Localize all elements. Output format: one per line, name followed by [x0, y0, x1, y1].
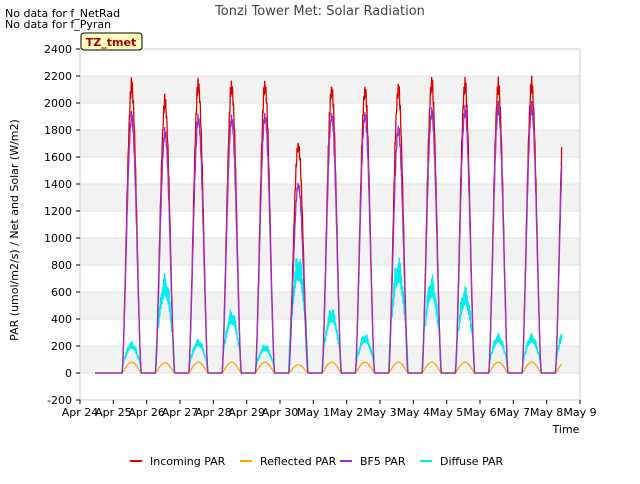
legend-label: Reflected PAR: [260, 455, 337, 468]
x-tick-label: Apr 26: [128, 406, 165, 419]
x-tick-label: Apr 25: [95, 406, 132, 419]
x-tick-label: May 5: [430, 406, 463, 419]
plot-frame: [79, 48, 581, 401]
y-tick-label: 1000: [44, 232, 72, 245]
x-tick-label: May 2: [330, 406, 363, 419]
x-tick-label: May 1: [297, 406, 330, 419]
y-tick-label: 1800: [44, 124, 72, 137]
x-axis-label: Time: [552, 423, 580, 436]
y-tick-label: 1200: [44, 205, 72, 218]
x-tick-label: Apr 24: [62, 406, 99, 419]
x-tick-label: Apr 30: [262, 406, 299, 419]
no-data-note-pyran: No data for f_Pyran: [5, 18, 112, 31]
y-tick-label: 600: [51, 286, 72, 299]
y-tick-label: 2000: [44, 97, 72, 110]
y-tick-label: 200: [51, 340, 72, 353]
y-tick-label: 0: [65, 367, 72, 380]
x-tick-label: May 7: [497, 406, 530, 419]
x-tick-label: Apr 28: [195, 406, 232, 419]
legend-item: Diffuse PAR: [420, 455, 504, 468]
chart-title: Tonzi Tower Met: Solar Radiation: [214, 4, 425, 19]
legend-label: BF5 PAR: [360, 455, 406, 468]
tag-box: [80, 32, 143, 51]
legend-label: Incoming PAR: [150, 455, 226, 468]
y-tick-label: 800: [51, 259, 72, 272]
x-tick-label: May 6: [463, 406, 496, 419]
legend-item: Incoming PAR: [130, 455, 226, 468]
legend-item: BF5 PAR: [340, 455, 406, 468]
y-axis-ticks: -200 0 200 400 600 800 1000 1200 1400 1600 1800 200…: [44, 43, 80, 407]
x-tick-label: May 8: [530, 406, 563, 419]
grid-band: [80, 238, 580, 265]
x-tick-label: Apr 29: [228, 406, 265, 419]
x-tick-label: May 4: [397, 406, 430, 419]
legend-label: Diffuse PAR: [440, 455, 504, 468]
y-axis-label: PAR (umol/m2/s) / Net and Solar (W/m2): [8, 119, 21, 341]
tag-badge: TZ_tmet: [80, 32, 143, 51]
tag-label: TZ_tmet: [86, 36, 136, 49]
series-layer: [95, 75, 563, 374]
series-line-bf5-par: [95, 100, 563, 374]
no-data-note-netrad: No data for f_NetRad: [5, 7, 121, 20]
grid-band: [80, 184, 580, 211]
legend: Incoming PAR Reflected PAR BF5 PAR Diffuse …: [130, 455, 504, 468]
grid-band: [80, 346, 580, 373]
x-tick-label: May 9: [563, 406, 596, 419]
x-tick-label: Apr 27: [162, 406, 199, 419]
y-tick-label: 2400: [44, 43, 72, 56]
y-tick-label: 1600: [44, 151, 72, 164]
x-tick-label: May 3: [363, 406, 396, 419]
y-tick-label: -200: [47, 394, 72, 407]
y-tick-label: 2200: [44, 70, 72, 83]
y-tick-label: 1400: [44, 178, 72, 191]
y-tick-label: 400: [51, 313, 72, 326]
legend-item: Reflected PAR: [240, 455, 337, 468]
